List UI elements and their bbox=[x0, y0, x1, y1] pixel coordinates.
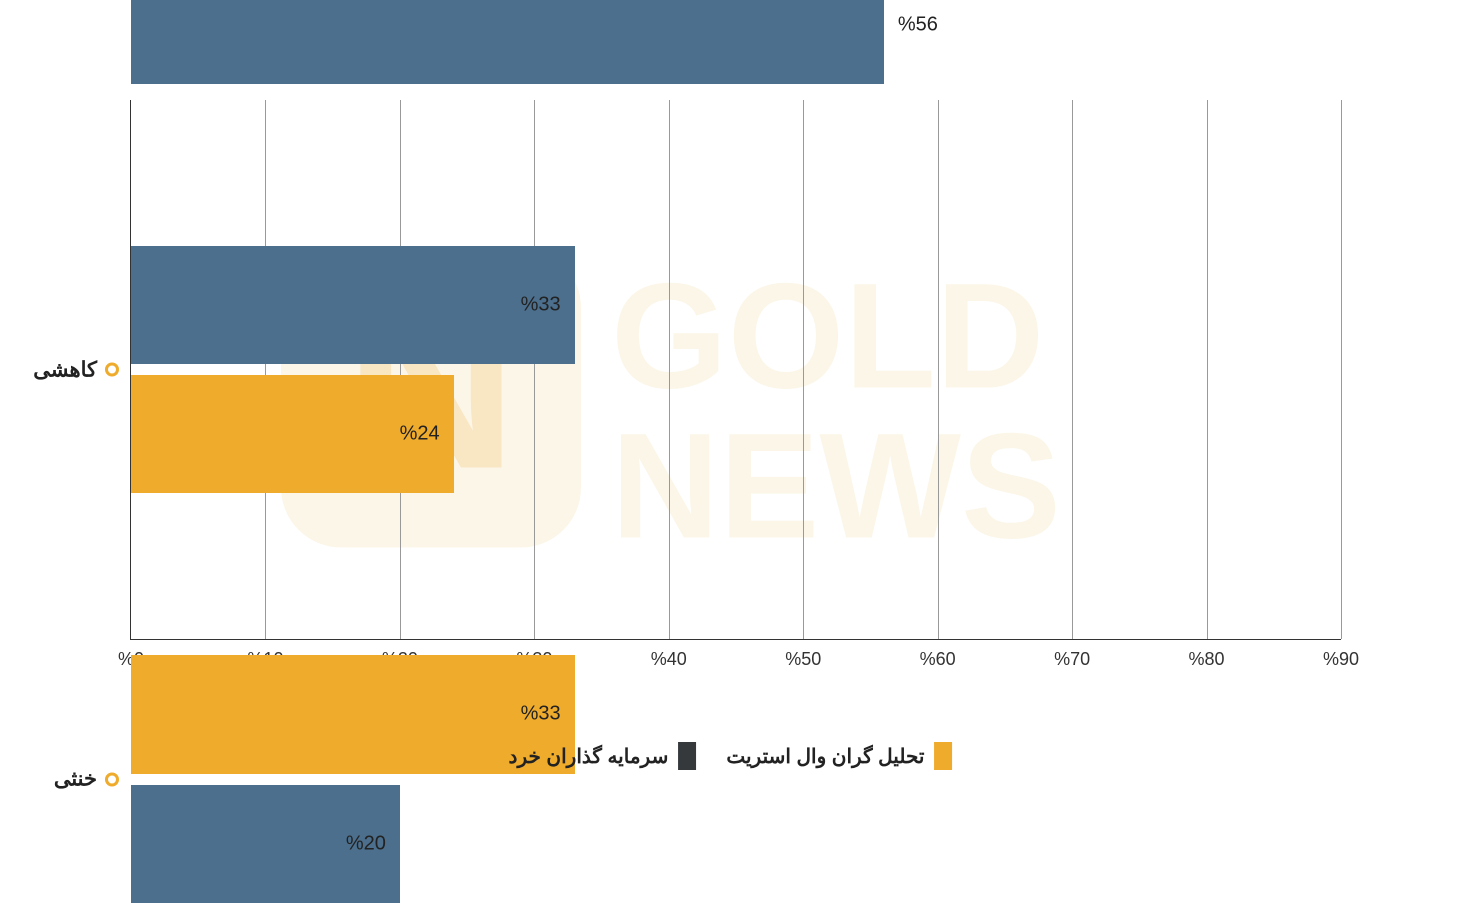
legend-swatch bbox=[934, 742, 952, 770]
bullet-icon bbox=[105, 363, 119, 377]
legend-item-wall_street: تحلیل گران وال استریت bbox=[726, 742, 952, 770]
gridline bbox=[400, 100, 401, 639]
plot-area: %0%10%20%30%40%50%60%70%80%90افزایشی%33%… bbox=[130, 100, 1341, 640]
bullet-icon bbox=[105, 772, 119, 786]
x-tick-label: %60 bbox=[920, 649, 956, 670]
x-tick-label: %80 bbox=[1189, 649, 1225, 670]
legend: تحلیل گران وال استریت سرمایه گذاران خرد bbox=[509, 742, 953, 770]
bar-value-label: %20 bbox=[346, 832, 386, 855]
chart: %0%10%20%30%40%50%60%70%80%90افزایشی%33%… bbox=[130, 100, 1341, 690]
gridline bbox=[1341, 100, 1342, 639]
gridline bbox=[534, 100, 535, 639]
category-label-decreasing: کاهشی bbox=[33, 357, 119, 382]
legend-label: سرمایه گذاران خرد bbox=[509, 744, 669, 769]
gridline bbox=[265, 100, 266, 639]
x-tick-label: %90 bbox=[1323, 649, 1359, 670]
bar-value-label: %33 bbox=[521, 293, 561, 316]
bar-value-label: %24 bbox=[400, 423, 440, 446]
legend-swatch bbox=[678, 742, 696, 770]
category-label-neutral: خنثی bbox=[54, 767, 119, 792]
bar-decreasing-retail: %33 bbox=[131, 246, 575, 365]
bar-decreasing-wall_street: %24 bbox=[131, 375, 454, 494]
legend-item-retail: سرمایه گذاران خرد bbox=[509, 742, 697, 770]
x-tick-label: %40 bbox=[651, 649, 687, 670]
x-tick-label: %50 bbox=[785, 649, 821, 670]
gridline bbox=[669, 100, 670, 639]
gridline bbox=[1072, 100, 1073, 639]
x-tick-label: %70 bbox=[1054, 649, 1090, 670]
gridline bbox=[1207, 100, 1208, 639]
bar-neutral-retail: %20 bbox=[131, 785, 400, 903]
gridline bbox=[803, 100, 804, 639]
legend-label: تحلیل گران وال استریت bbox=[726, 744, 924, 769]
bar-increasing-retail: %56 bbox=[131, 0, 884, 84]
gridline bbox=[938, 100, 939, 639]
category-label-text: کاهشی bbox=[33, 357, 97, 382]
category-label-text: خنثی bbox=[54, 767, 97, 792]
bar-value-label: %56 bbox=[898, 13, 938, 36]
bar-value-label: %33 bbox=[521, 703, 561, 726]
